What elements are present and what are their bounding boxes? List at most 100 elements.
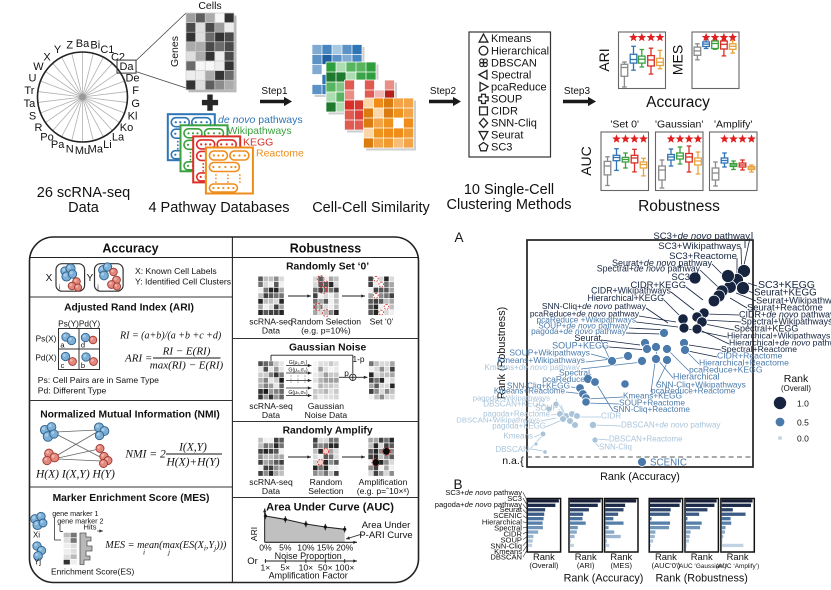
svg-text:Y: Y <box>54 44 62 56</box>
svg-text:d: d <box>81 341 85 350</box>
svg-text:Spectral: Spectral <box>494 523 522 532</box>
svg-text:10%: 10% <box>297 543 315 553</box>
svg-text:Po: Po <box>40 132 53 144</box>
svg-text:gene marker 1: gene marker 1 <box>52 509 98 518</box>
svg-text:pagoda+Wikipathways: pagoda+Wikipathways <box>473 394 550 403</box>
svg-text:Randomly Amplify: Randomly Amplify <box>283 426 373 437</box>
svg-text:Spectral+Reactome: Spectral+Reactome <box>721 344 797 354</box>
svg-text:Cell-Cell Similarity: Cell-Cell Similarity <box>312 200 430 216</box>
svg-text:(Overall): (Overall) <box>781 384 811 393</box>
svg-text:pcaReduce+de novo pathway: pcaReduce+de novo pathway <box>530 310 640 319</box>
svg-text:CIDR: CIDR <box>601 412 621 421</box>
svg-text:max(RI) − E(RI): max(RI) − E(RI) <box>150 360 224 372</box>
svg-text:SNN-Cliq: SNN-Cliq <box>490 541 522 550</box>
svg-text:CIDR: CIDR <box>503 529 522 538</box>
svg-text:Kmeans: Kmeans <box>491 33 532 45</box>
svg-text:Yj: Yj <box>34 558 41 567</box>
svg-text:Bi: Bi <box>90 40 100 52</box>
svg-text:Step3: Step3 <box>564 86 591 97</box>
svg-text:Tr: Tr <box>24 85 34 97</box>
svg-text:SNN-Cliq: SNN-Cliq <box>491 118 537 130</box>
svg-text:Kmeans: Kmeans <box>494 547 522 556</box>
svg-text:DBSCAN: DBSCAN <box>490 553 522 562</box>
svg-text:De: De <box>125 73 139 85</box>
svg-text:Normalized Mutual Information: Normalized Mutual Information (NMI) <box>40 410 220 421</box>
svg-text:DBSCAN: DBSCAN <box>491 57 537 69</box>
svg-text:B: B <box>453 477 462 492</box>
svg-text:Data: Data <box>262 486 280 496</box>
svg-text:Noise Proportion: Noise Proportion <box>275 551 342 561</box>
svg-text:X: Known Cell Labels: X: Known Cell Labels <box>135 266 217 276</box>
svg-text:n.a.: n.a. <box>502 455 520 467</box>
svg-text:SOUP+Reactome: SOUP+Reactome <box>619 399 685 408</box>
svg-text:P-ARI Curve: P-ARI Curve <box>359 530 412 541</box>
svg-text:Accuracy: Accuracy <box>102 242 158 256</box>
svg-text:(e.g. p=10%): (e.g. p=10%) <box>301 326 351 336</box>
svg-text:i: i <box>59 285 61 292</box>
svg-text:SNN-Cliq+Reactome: SNN-Cliq+Reactome <box>613 405 690 414</box>
svg-text:N: N <box>66 143 74 155</box>
svg-text:Random Selection: Random Selection <box>291 317 361 327</box>
svg-text:Cells: Cells <box>198 0 221 12</box>
svg-text:pagoda+KEGG: pagoda+KEGG <box>492 422 546 431</box>
svg-text:Z: Z <box>66 40 73 52</box>
svg-text:C1: C1 <box>100 44 114 56</box>
svg-text:5%: 5% <box>279 543 292 553</box>
svg-text:Area Under: Area Under <box>362 520 411 531</box>
svg-text:Seurat: Seurat <box>500 505 523 514</box>
svg-text:A: A <box>454 230 463 245</box>
svg-text:Clustering Methods: Clustering Methods <box>447 197 572 213</box>
svg-text:Hierarchical+KEGG: Hierarchical+KEGG <box>588 293 665 303</box>
svg-text:a: a <box>60 341 65 350</box>
svg-text:Data: Data <box>262 410 280 420</box>
svg-text:SC3+Wikipathways: SC3+Wikipathways <box>658 241 741 252</box>
svg-text:j: j <box>96 285 99 292</box>
svg-text:pcaReduce+KEGG: pcaReduce+KEGG <box>689 365 763 375</box>
svg-text:CIDR+Reactome: CIDR+Reactome <box>717 351 783 361</box>
svg-text:Spectral+Wikipathways: Spectral+Wikipathways <box>741 317 831 327</box>
svg-text:Hierarchical+Reactome: Hierarchical+Reactome <box>699 358 789 368</box>
svg-text:20%: 20% <box>336 543 354 553</box>
svg-text:'Set 0': 'Set 0' <box>610 119 639 131</box>
svg-text:AUC: AUC <box>578 146 594 176</box>
svg-text:ARI: ARI <box>249 527 259 541</box>
svg-text:scRNA-seq: scRNA-seq <box>249 317 293 327</box>
svg-text:Seurat: Seurat <box>491 130 523 142</box>
svg-text:(ARI): (ARI) <box>577 561 595 570</box>
svg-text:Kl: Kl <box>128 111 138 123</box>
svg-text:1.0: 1.0 <box>797 399 809 409</box>
svg-text:NMI = 2: NMI = 2 <box>124 449 166 461</box>
svg-text:Hits: Hits <box>84 523 97 532</box>
svg-text:Randomly Set ‘0’: Randomly Set ‘0’ <box>286 262 369 273</box>
svg-text:DBSCAN+Reactome: DBSCAN+Reactome <box>609 435 683 444</box>
svg-text:Pd: Different Type: Pd: Different Type <box>38 386 107 396</box>
svg-text:de novo pathways: de novo pathways <box>218 114 303 126</box>
svg-text:F: F <box>132 85 139 97</box>
svg-text:(AUC‘0’): (AUC‘0’) <box>652 561 681 570</box>
svg-text:10 Single-Cell: 10 Single-Cell <box>464 182 554 198</box>
svg-text:SNN-Cliq+de novo pathway: SNN-Cliq+de novo pathway <box>542 301 647 311</box>
svg-text:Gaussian: Gaussian <box>308 401 345 411</box>
svg-text:Or: Or <box>247 556 258 567</box>
svg-text:Amplification: Amplification <box>359 477 408 487</box>
svg-text:Step2: Step2 <box>430 86 457 97</box>
svg-text:Spectral: Spectral <box>491 69 531 81</box>
svg-text:Li: Li <box>103 139 112 151</box>
svg-text:Rank: Rank <box>727 551 749 562</box>
svg-text:SOUP+de novo pathway: SOUP+de novo pathway <box>538 322 630 331</box>
svg-text:b: b <box>81 361 85 370</box>
svg-text:SC3+Reactome: SC3+Reactome <box>669 251 737 262</box>
svg-text:Ta: Ta <box>24 98 37 110</box>
svg-text:pcaReduce+Reactome: pcaReduce+Reactome <box>651 387 736 396</box>
svg-text:Kmeans+Reactome: Kmeans+Reactome <box>494 387 566 396</box>
svg-text:Robustness: Robustness <box>290 242 362 256</box>
svg-text:SOUP: SOUP <box>491 93 522 105</box>
svg-text:Rank (Robustness): Rank (Robustness) <box>496 307 508 399</box>
svg-text:S: S <box>29 111 36 123</box>
svg-text:CIDR+KEGG: CIDR+KEGG <box>631 279 686 290</box>
svg-text:100×: 100× <box>335 563 354 573</box>
svg-text:I(X,Y): I(X,Y) <box>178 442 207 454</box>
svg-text:Rank: Rank <box>575 551 597 562</box>
svg-text:(Overall): (Overall) <box>529 561 559 570</box>
svg-text:{: { <box>520 456 524 468</box>
